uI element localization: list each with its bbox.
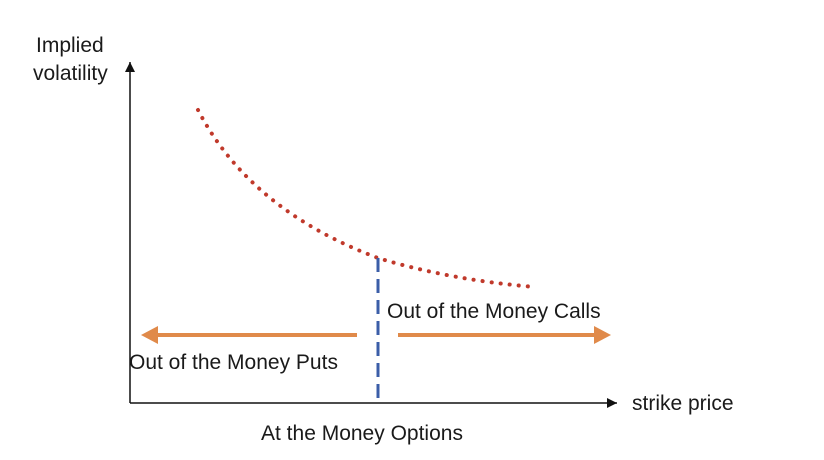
otm-puts-arrow: [141, 326, 357, 344]
otm-puts-label: Out of the Money Puts: [129, 351, 338, 374]
y-axis-label-line1: Implied: [36, 34, 104, 57]
volatility-skew-curve: [196, 108, 537, 289]
x-axis-label: strike price: [632, 392, 734, 415]
atm-label: At the Money Options: [261, 422, 463, 445]
y-axis-label-line2: volatility: [33, 62, 108, 85]
otm-calls-label: Out of the Money Calls: [387, 300, 601, 323]
otm-calls-arrow: [398, 326, 611, 344]
